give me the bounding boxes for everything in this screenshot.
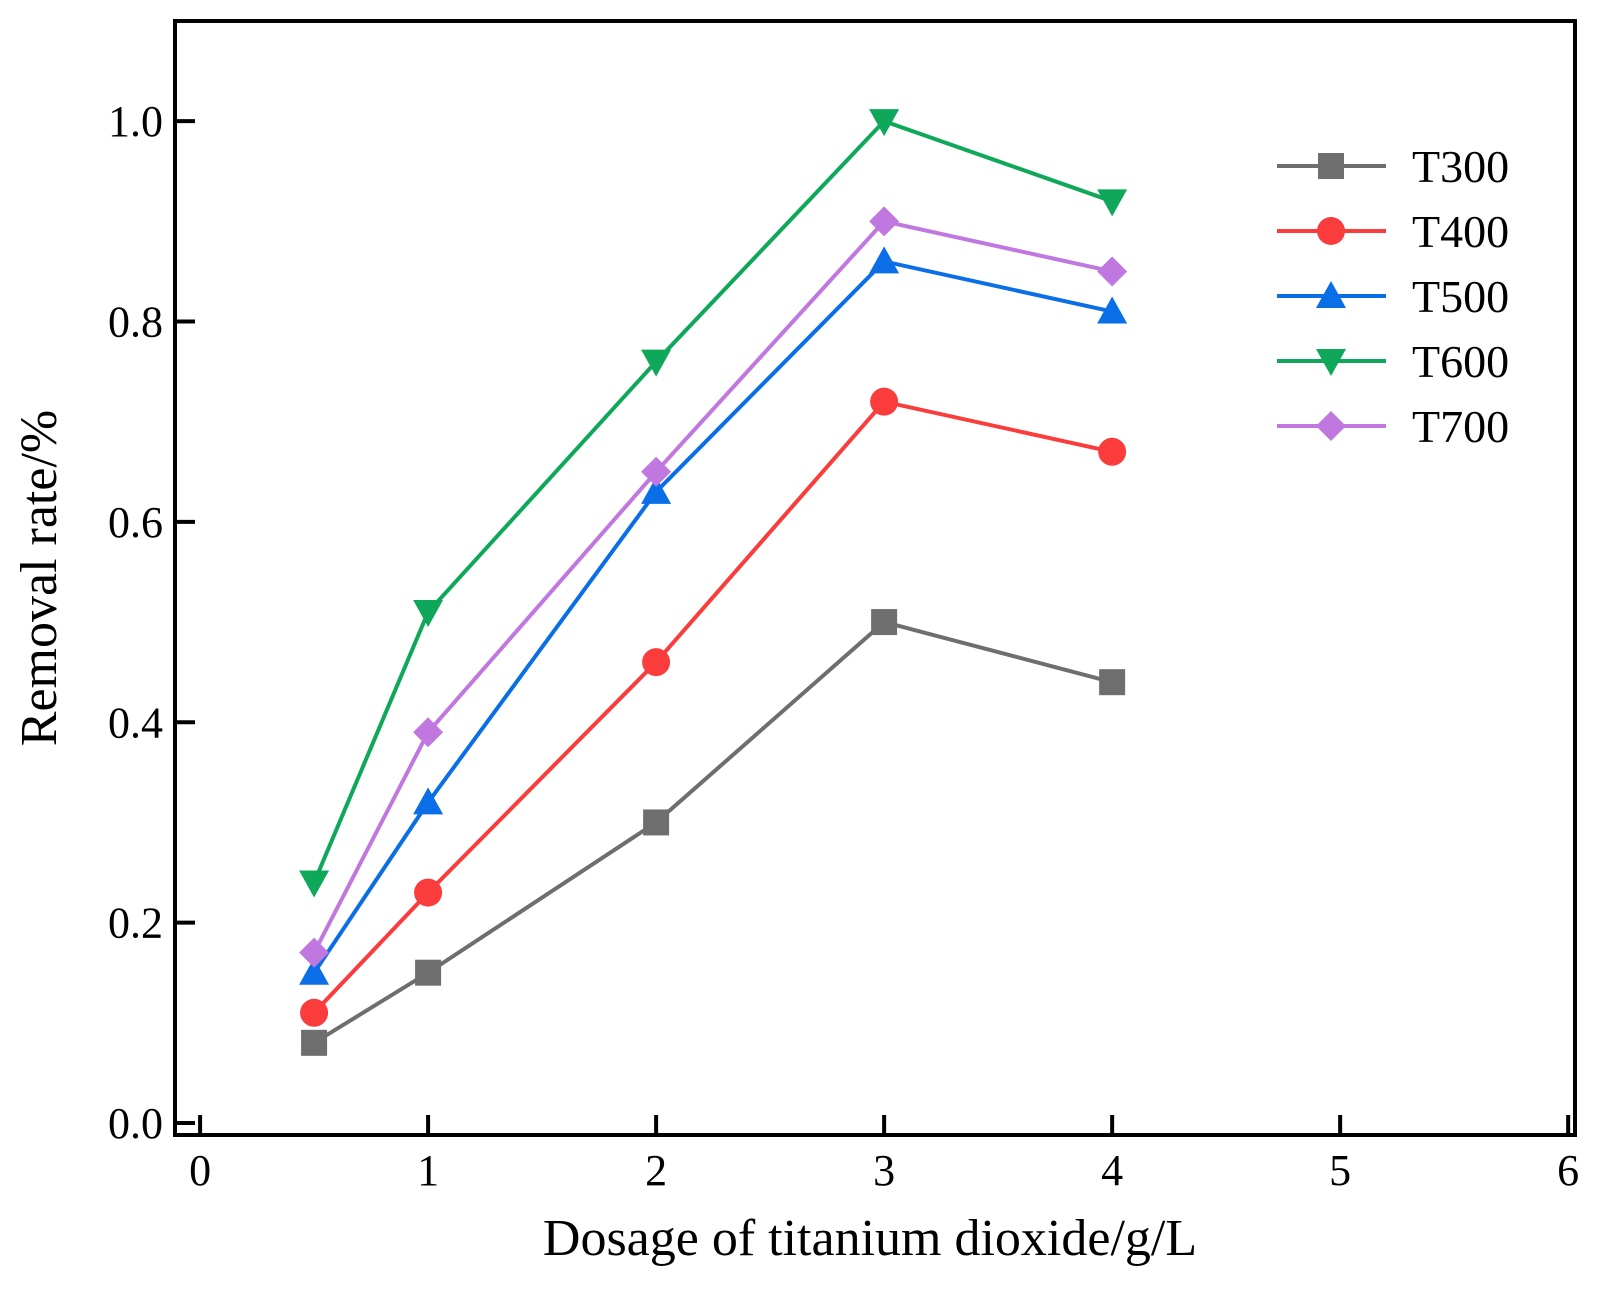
data-point: [870, 387, 899, 416]
data-point: [1097, 256, 1128, 287]
series-line: [312, 118, 1113, 884]
legend-label: T700: [1412, 401, 1509, 452]
data-point: [641, 456, 672, 487]
x-tick-label: 5: [1329, 1146, 1351, 1195]
series-t700: [299, 206, 1128, 968]
x-tick-label: 3: [873, 1146, 895, 1195]
legend-label: T400: [1412, 206, 1509, 257]
series-t600: [299, 109, 1128, 898]
data-point: [413, 600, 444, 628]
data-point: [643, 809, 670, 836]
legend-marker: [1318, 153, 1344, 179]
data-point: [641, 476, 672, 504]
legend-item: T300: [1277, 141, 1509, 192]
series-t300: [301, 609, 1126, 1056]
data-point: [299, 937, 330, 968]
data-point: [642, 648, 671, 677]
series-t400: [300, 387, 1127, 1027]
legend-item: T700: [1277, 401, 1509, 452]
data-point: [1099, 669, 1126, 696]
series-line: [312, 259, 1113, 974]
x-tick-label: 4: [1101, 1146, 1123, 1195]
data-point: [413, 717, 444, 748]
data-point: [1097, 296, 1128, 324]
y-tick-label: 1.0: [108, 97, 163, 146]
legend-marker: [1316, 281, 1346, 308]
data-point: [300, 998, 329, 1027]
series-line: [312, 399, 1113, 1015]
data-point: [301, 1029, 328, 1056]
plot-frame: [173, 19, 1577, 1137]
y-tick-label: 0.2: [108, 899, 163, 948]
data-point: [1098, 437, 1127, 466]
legend-item: T400: [1277, 206, 1509, 257]
x-tick-label: 2: [645, 1146, 667, 1195]
legend-item: T600: [1277, 336, 1509, 387]
data-point: [869, 246, 900, 274]
legend-marker: [1316, 411, 1346, 441]
data-point: [869, 206, 900, 237]
y-tick-label: 0.4: [108, 698, 163, 747]
x-axis-label: Dosage of titanium dioxide/g/L: [543, 1210, 1197, 1267]
y-tick-label: 0.0: [108, 1099, 163, 1148]
legend-marker: [1316, 349, 1346, 376]
legend-label: T300: [1412, 141, 1509, 192]
y-axis-label: Removal rate/%: [11, 410, 68, 746]
x-tick-label: 0: [189, 1146, 211, 1195]
data-point: [414, 878, 443, 907]
x-tick-label: 6: [1557, 1146, 1579, 1195]
legend: T300 T400 T500 T600 T700: [1277, 141, 1509, 452]
legend-marker: [1317, 217, 1345, 245]
data-point: [871, 609, 898, 636]
data-point: [415, 959, 442, 986]
y-tick-label: 0.8: [108, 298, 163, 347]
legend-label: T600: [1412, 336, 1509, 387]
legend-label: T500: [1412, 271, 1509, 322]
data-point: [413, 787, 444, 815]
series-t500: [299, 246, 1128, 985]
data-point: [1097, 189, 1128, 217]
series-line: [312, 219, 1113, 954]
data-point: [869, 109, 900, 137]
y-tick-label: 0.6: [108, 498, 163, 547]
legend-item: T500: [1277, 271, 1509, 322]
data-point: [641, 349, 672, 377]
x-tick-label: 1: [417, 1146, 439, 1195]
data-point: [299, 870, 330, 898]
data-point: [299, 957, 330, 985]
